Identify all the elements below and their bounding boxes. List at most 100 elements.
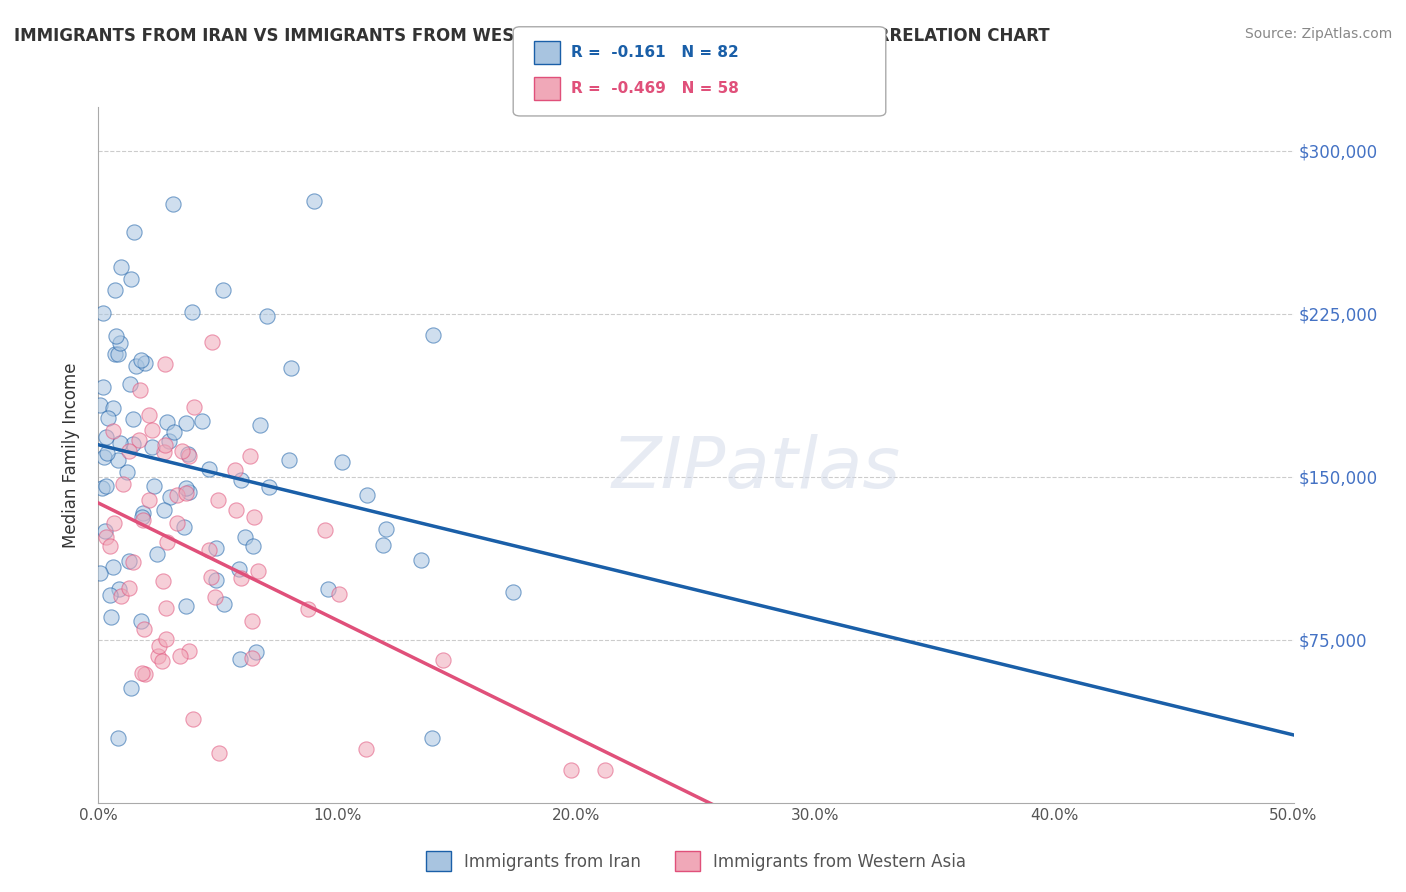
Point — [118, 377, 141, 392]
Point — [200, 570, 222, 584]
Point — [134, 356, 156, 370]
Point — [560, 763, 582, 777]
Point — [125, 359, 148, 373]
Point — [242, 539, 264, 553]
Point — [375, 522, 398, 536]
Point — [101, 401, 124, 415]
Point — [297, 601, 319, 615]
Point — [118, 581, 141, 595]
Legend: Immigrants from Iran, Immigrants from Western Asia: Immigrants from Iran, Immigrants from We… — [419, 845, 973, 878]
Point — [197, 462, 219, 476]
Point — [155, 601, 177, 615]
Point — [228, 562, 250, 576]
Point — [208, 747, 231, 761]
Point — [115, 465, 138, 479]
Point — [174, 486, 197, 500]
Point — [157, 434, 180, 448]
Point — [249, 417, 271, 432]
Point — [93, 450, 115, 464]
Point — [174, 416, 197, 430]
Point — [198, 542, 221, 557]
Point — [204, 573, 226, 587]
Point — [132, 506, 155, 520]
Point — [96, 446, 118, 460]
Point — [177, 447, 200, 461]
Point — [122, 437, 145, 451]
Point — [91, 306, 114, 320]
Point — [103, 516, 125, 530]
Point — [104, 347, 127, 361]
Point — [166, 516, 188, 530]
Point — [257, 480, 280, 494]
Point — [593, 763, 616, 777]
Point — [242, 614, 264, 628]
Point — [110, 260, 132, 274]
Point — [153, 357, 176, 371]
Point — [354, 741, 377, 756]
Text: R =  -0.469   N = 58: R = -0.469 N = 58 — [571, 81, 738, 95]
Point — [235, 530, 257, 544]
Point — [422, 327, 444, 342]
Point — [107, 731, 129, 745]
Point — [280, 361, 302, 376]
Point — [159, 490, 181, 504]
Point — [101, 560, 124, 574]
Point — [191, 414, 214, 428]
Point — [134, 667, 156, 681]
Point — [100, 609, 122, 624]
Point — [98, 588, 121, 602]
Point — [132, 622, 155, 636]
Point — [104, 283, 127, 297]
Point — [245, 645, 267, 659]
Point — [97, 411, 120, 425]
Point — [120, 681, 142, 696]
Point — [152, 654, 174, 668]
Point — [229, 473, 252, 487]
Point — [145, 548, 167, 562]
Y-axis label: Median Family Income: Median Family Income — [62, 362, 80, 548]
Point — [229, 652, 252, 666]
Point — [314, 523, 336, 537]
Point — [169, 649, 191, 664]
Point — [174, 481, 197, 495]
Point — [170, 443, 193, 458]
Point — [152, 503, 174, 517]
Point — [502, 585, 524, 599]
Point — [240, 650, 263, 665]
Text: R =  -0.161   N = 82: R = -0.161 N = 82 — [571, 45, 738, 60]
Point — [138, 493, 160, 508]
Point — [107, 347, 129, 361]
Point — [94, 479, 117, 493]
Point — [302, 194, 325, 208]
Point — [181, 712, 204, 726]
Point — [108, 336, 131, 351]
Point — [173, 520, 195, 534]
Point — [243, 510, 266, 524]
Point — [89, 566, 111, 580]
Point — [330, 455, 353, 469]
Point — [108, 582, 131, 597]
Point — [128, 433, 150, 447]
Text: ZIPatlas: ZIPatlas — [612, 434, 900, 503]
Point — [118, 553, 141, 567]
Point — [422, 731, 444, 745]
Point — [229, 571, 252, 585]
Point — [94, 524, 117, 538]
Point — [214, 597, 236, 611]
Text: IMMIGRANTS FROM IRAN VS IMMIGRANTS FROM WESTERN ASIA MEDIAN FAMILY INCOME CORREL: IMMIGRANTS FROM IRAN VS IMMIGRANTS FROM … — [14, 27, 1050, 45]
Point — [138, 408, 160, 422]
Text: Source: ZipAtlas.com: Source: ZipAtlas.com — [1244, 27, 1392, 41]
Point — [162, 197, 184, 211]
Point — [201, 335, 224, 350]
Point — [120, 272, 142, 286]
Point — [131, 510, 153, 524]
Point — [212, 283, 235, 297]
Point — [129, 383, 152, 397]
Point — [371, 538, 394, 552]
Point — [207, 492, 229, 507]
Point — [110, 589, 132, 603]
Point — [129, 614, 152, 628]
Point — [89, 398, 111, 412]
Point — [163, 425, 186, 440]
Point — [247, 565, 270, 579]
